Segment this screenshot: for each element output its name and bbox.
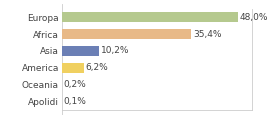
Bar xyxy=(62,29,192,39)
Text: 0,1%: 0,1% xyxy=(64,97,86,106)
Text: 10,2%: 10,2% xyxy=(101,46,129,55)
Text: 48,0%: 48,0% xyxy=(239,13,268,22)
Bar xyxy=(62,63,84,73)
Text: 35,4%: 35,4% xyxy=(193,30,221,39)
Bar xyxy=(62,12,238,22)
Text: 6,2%: 6,2% xyxy=(86,63,109,72)
Text: 0,2%: 0,2% xyxy=(64,80,87,89)
Bar xyxy=(62,46,99,56)
